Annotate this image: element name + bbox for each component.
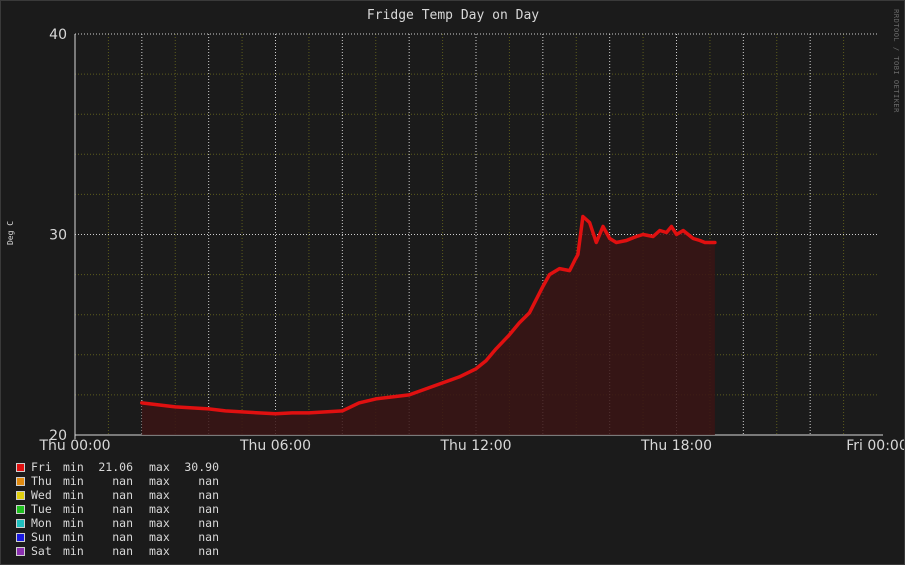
series-line-layer (140, 214, 717, 416)
legend-min: nan (112, 474, 133, 488)
legend-min-label: min (63, 530, 84, 544)
legend-min: nan (112, 544, 133, 558)
legend-swatch (16, 504, 25, 514)
chart-title: Fridge Temp Day on Day (367, 8, 539, 23)
legend-max-label: max (149, 530, 170, 544)
legend-swatch (16, 462, 25, 472)
legend-min-label: min (63, 460, 84, 474)
legend-swatch (16, 532, 25, 542)
x-tick-label: Thu 18:00 (640, 438, 712, 454)
legend-min: nan (112, 516, 133, 530)
tick-label-layer: Thu 00:00 Thu 06:00 Thu 12:00 Thu 18:00 Fri … (38, 27, 904, 454)
legend-min-label: min (63, 488, 84, 502)
legend-max: nan (198, 474, 219, 488)
legend-min: nan (112, 502, 133, 516)
legend-min-label: min (63, 544, 84, 558)
legend: Fri min 21.06 max 30.90 Thu min nan max nan Wed min… (16, 460, 219, 558)
legend-name: Tue (31, 502, 52, 516)
legend-max: nan (198, 488, 219, 502)
legend-row-fri: Fri min 21.06 max 30.90 (16, 460, 219, 474)
y-tick-label: 20 (49, 428, 67, 444)
legend-max-label: max (149, 516, 170, 530)
legend-row-sun: Sun min nan max nan (16, 530, 219, 544)
legend-max: nan (198, 502, 219, 516)
legend-min-label: min (63, 474, 84, 488)
series-line-fri (140, 214, 717, 416)
legend-name: Wed (31, 488, 52, 502)
legend-row-mon: Mon min nan max nan (16, 516, 219, 530)
rrdtool-watermark: RRDTOOL / TOBI OETIKER (892, 9, 900, 113)
legend-name: Mon (31, 516, 52, 530)
y-axis-label: Deg C (6, 221, 15, 245)
x-tick-label: Thu 06:00 (239, 438, 311, 454)
y-tick-label: 40 (49, 27, 67, 43)
legend-name: Thu (31, 474, 52, 488)
legend-max: nan (198, 530, 219, 544)
x-tick-label: Thu 00:00 (38, 438, 110, 454)
legend-min: nan (112, 530, 133, 544)
y-tick-label: 30 (49, 228, 67, 244)
legend-max-label: max (149, 502, 170, 516)
legend-row-tue: Tue min nan max nan (16, 502, 219, 516)
legend-min-label: min (63, 516, 84, 530)
legend-name: Sun (31, 530, 52, 544)
legend-swatch (16, 490, 25, 500)
legend-min-label: min (63, 502, 84, 516)
legend-swatch (16, 546, 25, 556)
legend-swatch (16, 518, 25, 528)
legend-max: 30.90 (184, 460, 219, 474)
legend-row-sat: Sat min nan max nan (16, 544, 219, 558)
legend-row-thu: Thu min nan max nan (16, 474, 219, 488)
legend-name: Fri (31, 460, 52, 474)
legend-max-label: max (149, 460, 170, 474)
series-area-layer (141, 216, 715, 435)
legend-row-wed: Wed min nan max nan (16, 488, 219, 502)
legend-max-label: max (149, 544, 170, 558)
x-tick-label: Fri 00:00 (846, 438, 904, 454)
legend-max: nan (198, 516, 219, 530)
legend-name: Sat (31, 544, 52, 558)
legend-swatch (16, 476, 25, 486)
legend-min: 21.06 (98, 460, 133, 474)
legend-max: nan (198, 544, 219, 558)
legend-max-label: max (149, 474, 170, 488)
series-area-fri (141, 216, 715, 435)
x-tick-label: Thu 12:00 (439, 438, 511, 454)
legend-max-label: max (149, 488, 170, 502)
legend-min: nan (112, 488, 133, 502)
